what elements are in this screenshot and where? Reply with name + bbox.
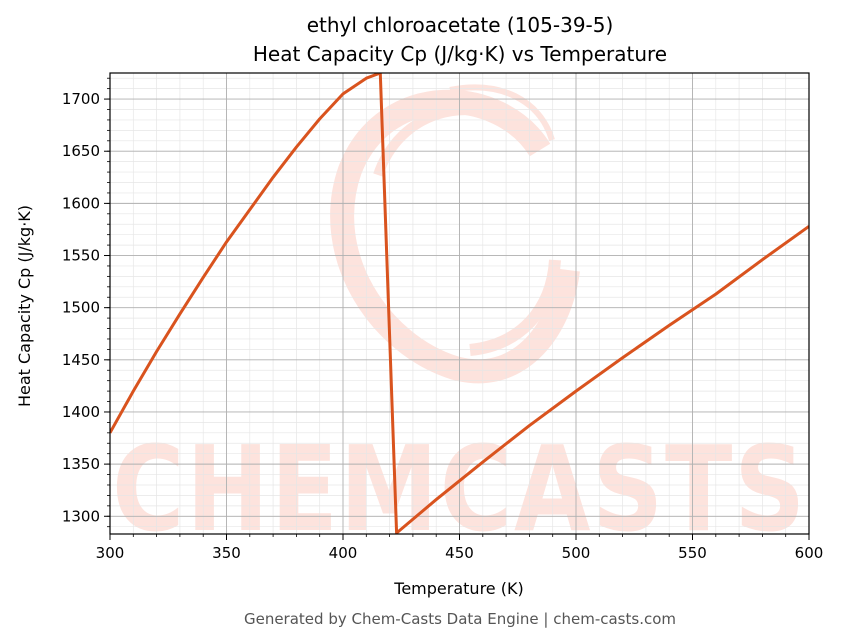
- x-tick-label: 600: [795, 544, 824, 562]
- watermark-text: CHEMCASTS: [112, 420, 807, 558]
- y-axis-label: Heat Capacity Cp (J/kg·K): [15, 205, 34, 407]
- x-tick-labels: 300 350 400 450 500 550 600: [96, 544, 824, 562]
- x-tick-label: 450: [445, 544, 474, 562]
- y-tick-label: 1650: [62, 142, 100, 160]
- series-line-cp: [110, 73, 809, 534]
- footer-credit: Generated by Chem-Casts Data Engine | ch…: [244, 610, 676, 628]
- x-tick-label: 300: [96, 544, 125, 562]
- y-tick-label: 1400: [62, 403, 100, 421]
- x-tick-label: 350: [212, 544, 241, 562]
- y-tick-label: 1700: [62, 90, 100, 108]
- y-tick-label: 1300: [62, 507, 100, 525]
- y-tick-label: 1450: [62, 351, 100, 369]
- x-tick-label: 500: [562, 544, 591, 562]
- x-tick-label: 550: [678, 544, 707, 562]
- x-axis-label: Temperature (K): [393, 579, 523, 598]
- y-tick-label: 1500: [62, 299, 100, 317]
- chart-title-line2: Heat Capacity Cp (J/kg·K) vs Temperature: [253, 42, 667, 66]
- y-tick-label: 1550: [62, 247, 100, 265]
- x-tick-label: 400: [329, 544, 358, 562]
- y-tick-label: 1600: [62, 194, 100, 212]
- chart-title-line1: ethyl chloroacetate (105-39-5): [307, 13, 614, 37]
- y-tick-label: 1350: [62, 455, 100, 473]
- y-tick-labels: 1300 1350 1400 1450 1500 1550 1600 1650 1700: [62, 90, 100, 525]
- axis-ticks: [104, 77, 810, 540]
